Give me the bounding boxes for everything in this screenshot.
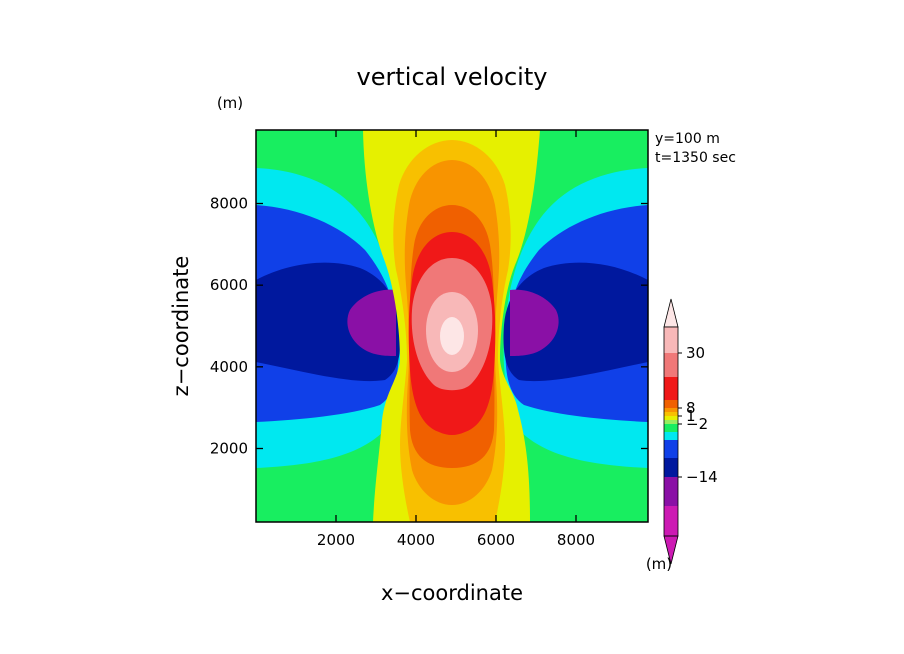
annotation-time: t=1350 sec bbox=[655, 150, 736, 166]
y-tick-label: 4000 bbox=[210, 358, 248, 376]
colorbar-tick-label: 8 bbox=[686, 399, 696, 417]
y-tick-label: 8000 bbox=[210, 195, 248, 213]
colorbar-tick-label: −2 bbox=[686, 415, 708, 433]
colorbar-slot bbox=[664, 477, 678, 506]
x-tick-label: 8000 bbox=[557, 531, 595, 549]
x-axis-label: x−coordinate bbox=[381, 581, 523, 605]
colorbar-slot bbox=[664, 400, 678, 408]
y-tick-label: 2000 bbox=[210, 440, 248, 458]
colorbar-slot bbox=[664, 420, 678, 424]
chart-title: vertical velocity bbox=[357, 63, 548, 91]
plot-frame bbox=[255, 129, 649, 523]
y-axis-label: z−coordinate bbox=[169, 256, 193, 397]
colorbar-slot bbox=[664, 412, 678, 416]
contour-band-purple-right bbox=[510, 289, 559, 356]
colorbar-tick-label: 1 bbox=[686, 407, 696, 425]
contour-band-navy-left bbox=[256, 262, 401, 382]
annotation-y-position: y=100 m bbox=[655, 131, 720, 147]
contour-field bbox=[256, 130, 648, 522]
colorbar-slot bbox=[664, 416, 678, 420]
x-tick-label: 4000 bbox=[397, 531, 435, 549]
colorbar-max-arrow bbox=[663, 298, 679, 328]
colorbar-slot bbox=[664, 506, 678, 536]
colorbar-slot bbox=[664, 327, 678, 353]
colorbar-slot bbox=[664, 424, 678, 432]
colorbar-unit-label: (m) bbox=[646, 555, 672, 573]
colorbar-slot bbox=[664, 432, 678, 440]
x-tick-label: 2000 bbox=[317, 531, 355, 549]
colorbar-slot bbox=[664, 408, 678, 412]
x-axis: 2000 4000 6000 8000 bbox=[317, 130, 595, 549]
colorbar-tick-label: −14 bbox=[686, 468, 718, 486]
colorbar: 30 81−2 −14 bbox=[663, 298, 718, 565]
colorbar-slot bbox=[664, 377, 678, 400]
y-tick-label: 6000 bbox=[210, 276, 248, 294]
contour-band-purple-left bbox=[347, 289, 396, 356]
contour-band-core bbox=[440, 317, 464, 355]
contour-band-navy-right bbox=[503, 262, 648, 382]
colorbar-slot bbox=[664, 353, 678, 377]
x-tick-label: 6000 bbox=[477, 531, 515, 549]
y-unit-label: (m) bbox=[217, 94, 243, 112]
y-axis: 2000 4000 6000 8000 bbox=[210, 195, 648, 458]
colorbar-slot bbox=[664, 458, 678, 477]
colorbar-tick-label: 30 bbox=[686, 344, 705, 362]
colorbar-slot bbox=[664, 440, 678, 458]
colorbar-frame bbox=[663, 326, 679, 537]
